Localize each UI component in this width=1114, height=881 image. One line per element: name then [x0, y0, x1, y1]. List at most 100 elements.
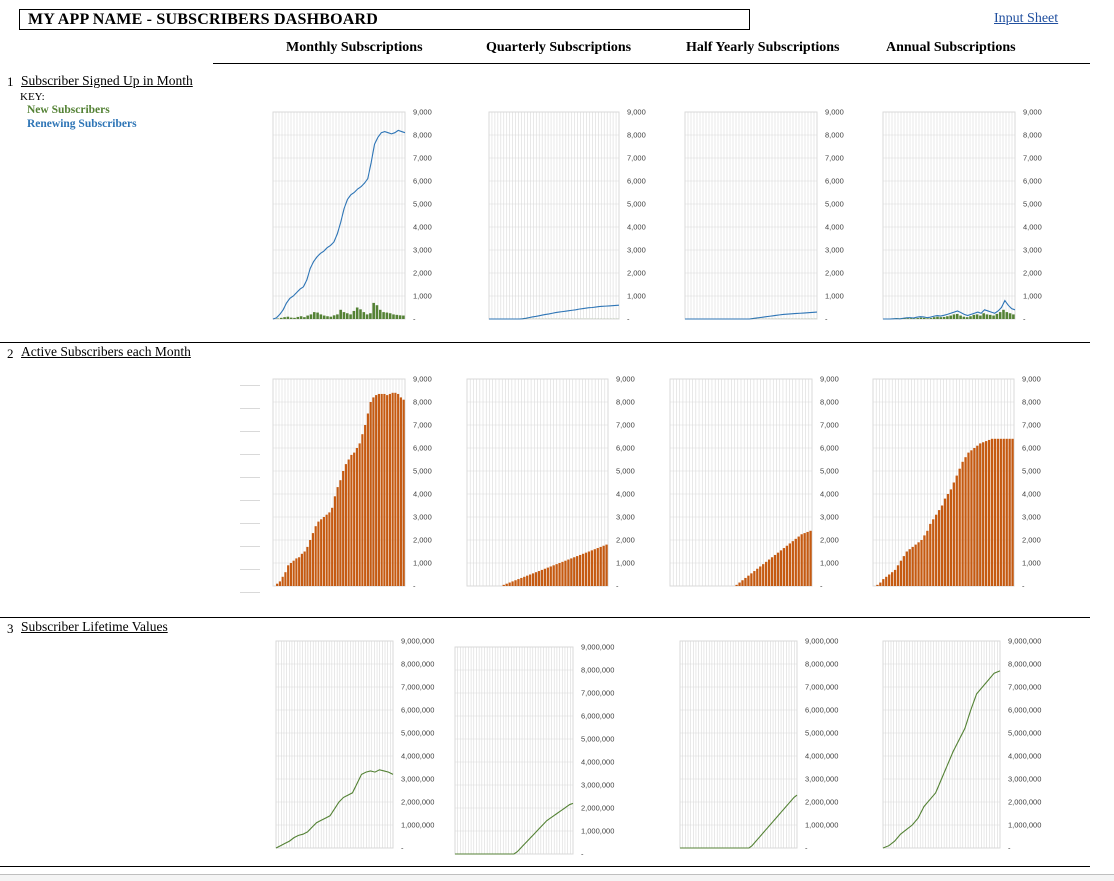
y-tick-label: 3,000: [1023, 246, 1042, 255]
dashboard-title-box: MY APP NAME - SUBSCRIBERS DASHBOARD: [19, 9, 750, 30]
y-tick-label: 2,000,000: [805, 798, 838, 807]
bar: [298, 557, 300, 586]
bar: [290, 563, 292, 586]
bar: [541, 570, 543, 586]
y-tick-label: 2,000: [1023, 269, 1042, 278]
section-divider-3: [0, 866, 1090, 867]
bar: [585, 553, 587, 586]
y-tick-label: 5,000: [413, 467, 432, 476]
bar: [932, 519, 934, 586]
bar: [597, 548, 599, 586]
bar: [903, 556, 905, 586]
y-tick-label: 5,000: [820, 467, 839, 476]
input-sheet-link[interactable]: Input Sheet: [994, 11, 1058, 27]
chart-signup-monthly: 9,0008,0007,0006,0005,0004,0003,0002,000…: [273, 108, 433, 325]
bar: [783, 548, 785, 586]
y-tick-label: 4,000: [820, 490, 839, 499]
bar: [801, 534, 803, 586]
bar: [803, 533, 805, 586]
bar: [283, 317, 286, 319]
bar: [882, 579, 884, 586]
bar: [930, 318, 933, 319]
bar: [959, 316, 962, 319]
bar: [381, 394, 383, 586]
y-tick-label: -: [581, 850, 584, 859]
bar: [573, 557, 575, 586]
bar: [920, 318, 923, 319]
section-1-number: 1: [7, 74, 14, 90]
bar: [910, 318, 913, 319]
bar: [973, 448, 975, 586]
y-tick-label: -: [413, 315, 416, 324]
bar: [976, 446, 978, 586]
bar: [323, 517, 325, 586]
row-stub: [240, 569, 260, 570]
bar: [400, 397, 402, 586]
bar: [330, 317, 333, 319]
y-tick-label: 9,000,000: [1008, 637, 1041, 646]
y-tick-label: 8,000: [413, 131, 432, 140]
bar: [364, 425, 366, 586]
y-tick-label: 4,000: [1022, 490, 1041, 499]
bar: [989, 315, 992, 319]
chart-ltv-annual: 9,000,0008,000,0007,000,0006,000,0005,00…: [883, 637, 1046, 854]
y-tick-label: 2,000: [413, 269, 432, 278]
y-tick-label: 8,000,000: [581, 666, 614, 675]
y-tick-label: 7,000: [413, 421, 432, 430]
bar: [526, 576, 528, 586]
bar: [923, 318, 926, 319]
bar: [906, 552, 908, 587]
y-tick-label: 3,000: [825, 246, 844, 255]
y-tick-label: 6,000,000: [401, 706, 434, 715]
bar: [897, 565, 899, 586]
bar: [558, 563, 560, 586]
bar: [306, 547, 308, 586]
bar: [594, 549, 596, 586]
bar: [985, 441, 987, 586]
bar: [520, 578, 522, 586]
bar: [786, 546, 788, 586]
bar: [367, 414, 369, 587]
bar: [287, 317, 290, 319]
y-tick-label: 2,000: [616, 536, 635, 545]
bar: [953, 483, 955, 587]
bar: [991, 439, 993, 586]
bar: [375, 395, 377, 586]
bar: [750, 573, 752, 586]
y-tick-label: 4,000,000: [805, 752, 838, 761]
bar: [306, 316, 309, 319]
bar: [343, 312, 346, 319]
y-tick-label: 2,000,000: [1008, 798, 1041, 807]
bar: [735, 585, 737, 586]
bar: [529, 575, 531, 587]
bar: [1002, 310, 1005, 319]
bar: [956, 476, 958, 586]
bar: [532, 573, 534, 586]
bar: [600, 547, 602, 586]
bar: [809, 531, 811, 586]
bar: [979, 443, 981, 586]
bar: [547, 568, 549, 586]
row-stub: [240, 408, 260, 409]
bar: [342, 471, 344, 586]
y-tick-label: 7,000,000: [1008, 683, 1041, 692]
y-tick-label: 9,000: [413, 375, 432, 384]
y-tick-label: -: [820, 582, 823, 591]
bar: [982, 442, 984, 586]
y-tick-label: 4,000: [413, 223, 432, 232]
y-tick-label: 5,000,000: [1008, 729, 1041, 738]
y-tick-label: 8,000,000: [401, 660, 434, 669]
bar: [300, 316, 303, 319]
bar: [564, 561, 566, 586]
bar: [550, 566, 552, 586]
bar: [312, 533, 314, 586]
bar: [535, 572, 537, 586]
bar: [771, 557, 773, 586]
chart-signup-quarterly: 9,0008,0007,0006,0005,0004,0003,0002,000…: [489, 108, 647, 325]
y-tick-label: 6,000: [1023, 177, 1042, 186]
y-tick-label: 8,000: [820, 398, 839, 407]
y-tick-label: 6,000,000: [1008, 706, 1041, 715]
bar: [795, 539, 797, 586]
bar: [999, 312, 1002, 319]
y-tick-label: 6,000: [616, 444, 635, 453]
